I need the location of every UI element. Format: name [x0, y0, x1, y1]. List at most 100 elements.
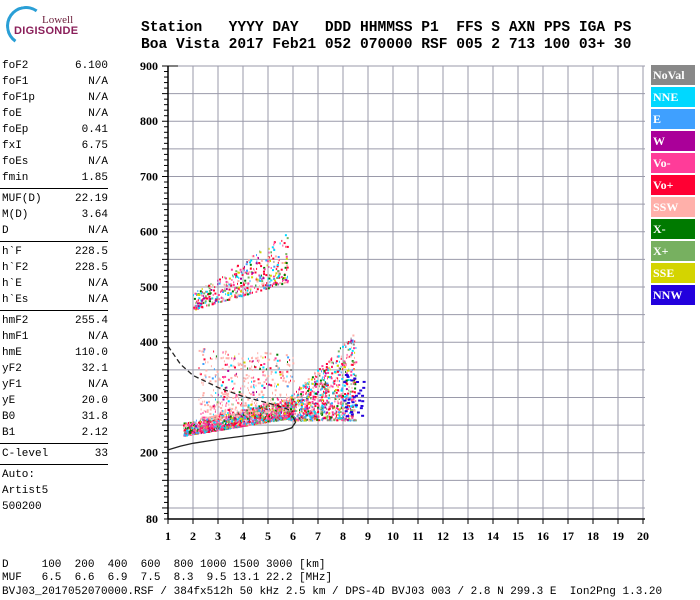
echo-point: [194, 304, 196, 307]
echo-point: [266, 417, 268, 420]
echo-point: [322, 403, 325, 406]
echo-point: [291, 415, 293, 418]
echo-point: [263, 268, 266, 271]
echo-point: [251, 410, 253, 413]
echo-point: [282, 277, 285, 280]
param-row: fmin 1.85: [0, 170, 108, 186]
echo-point: [308, 401, 311, 404]
echo-point: [218, 405, 220, 408]
echo-point: [289, 397, 291, 400]
echo-point: [269, 403, 270, 406]
echo-point: [238, 286, 241, 289]
echo-point: [335, 394, 337, 397]
echo-point: [211, 301, 213, 304]
param-value: 0.41: [81, 124, 108, 136]
echo-point: [292, 362, 295, 365]
echo-point: [303, 409, 306, 412]
echo-point: [238, 414, 240, 417]
echo-point: [196, 294, 197, 296]
echo-point: [345, 417, 347, 420]
echo-point: [237, 411, 240, 414]
echo-point: [333, 382, 335, 385]
echo-point: [316, 375, 318, 378]
echo-point: [259, 280, 262, 282]
echo-point: [350, 370, 353, 373]
echo-point: [345, 372, 348, 375]
echo-point: [250, 289, 252, 292]
echo-point: [345, 379, 348, 382]
echo-point: [203, 348, 205, 351]
echo-point: [222, 420, 224, 423]
echo-point: [347, 392, 350, 395]
echo-point: [303, 399, 305, 402]
echo-point: [196, 425, 199, 428]
echo-point: [231, 407, 234, 410]
echo-point: [339, 380, 340, 383]
echo-point: [307, 391, 309, 394]
header-values: Boa Vista 2017 Feb21 052 070000 RSF 005 …: [141, 37, 632, 53]
echo-point: [275, 274, 277, 277]
echo-point: [355, 374, 357, 377]
echo-point: [190, 428, 192, 430]
echo-point: [254, 366, 257, 369]
echo-point: [201, 430, 203, 432]
echo-point: [313, 410, 316, 413]
param-value: 3.64: [81, 209, 108, 221]
echo-point: [321, 377, 323, 380]
echo-point: [323, 416, 325, 419]
echo-point: [320, 388, 322, 391]
echo-point: [246, 417, 249, 420]
echo-point: [227, 392, 230, 395]
echo-point: [354, 404, 358, 407]
echo-point: [322, 372, 324, 375]
echo-point: [350, 339, 353, 342]
echo-point: [348, 418, 351, 421]
echo-point: [208, 292, 210, 295]
x-tick-label: 4: [240, 529, 246, 543]
echo-point: [308, 418, 310, 421]
echo-point: [232, 274, 234, 277]
echo-point: [257, 412, 260, 415]
echo-point: [276, 359, 279, 362]
echo-point: [205, 290, 207, 293]
echo-point: [361, 400, 365, 403]
echo-point: [319, 379, 322, 382]
echo-point: [351, 419, 353, 422]
echo-point: [357, 392, 361, 395]
echo-point: [316, 383, 319, 386]
echo-point: [241, 414, 243, 416]
echo-point: [224, 413, 226, 416]
echo-point: [209, 357, 211, 360]
separator: [0, 443, 108, 444]
param-label: yE: [2, 395, 16, 407]
echo-point: [204, 295, 207, 298]
echo-point: [285, 400, 287, 403]
echo-point: [239, 419, 241, 422]
echo-point: [257, 414, 260, 417]
echo-point: [254, 286, 256, 289]
echo-point: [353, 408, 355, 411]
echo-point: [235, 406, 237, 409]
echo-point: [203, 302, 205, 304]
echo-point: [221, 411, 224, 413]
echo-point: [323, 406, 325, 409]
echo-point: [334, 389, 337, 391]
echo-point: [251, 412, 253, 414]
echo-point: [253, 380, 256, 383]
echo-point: [210, 289, 213, 291]
echo-point: [221, 427, 224, 430]
echo-point: [350, 419, 351, 422]
echo-point: [272, 398, 274, 401]
echo-point: [288, 410, 291, 413]
echo-point: [280, 407, 283, 410]
echo-point: [323, 400, 325, 403]
echo-point: [210, 358, 213, 360]
param-label: foF2: [2, 60, 29, 72]
echo-point: [329, 403, 331, 406]
echo-point: [190, 430, 193, 433]
echo-point: [193, 424, 195, 426]
echo-point: [341, 368, 343, 371]
echo-point: [193, 294, 194, 297]
echo-point: [275, 419, 277, 422]
echo-point: [241, 272, 243, 275]
